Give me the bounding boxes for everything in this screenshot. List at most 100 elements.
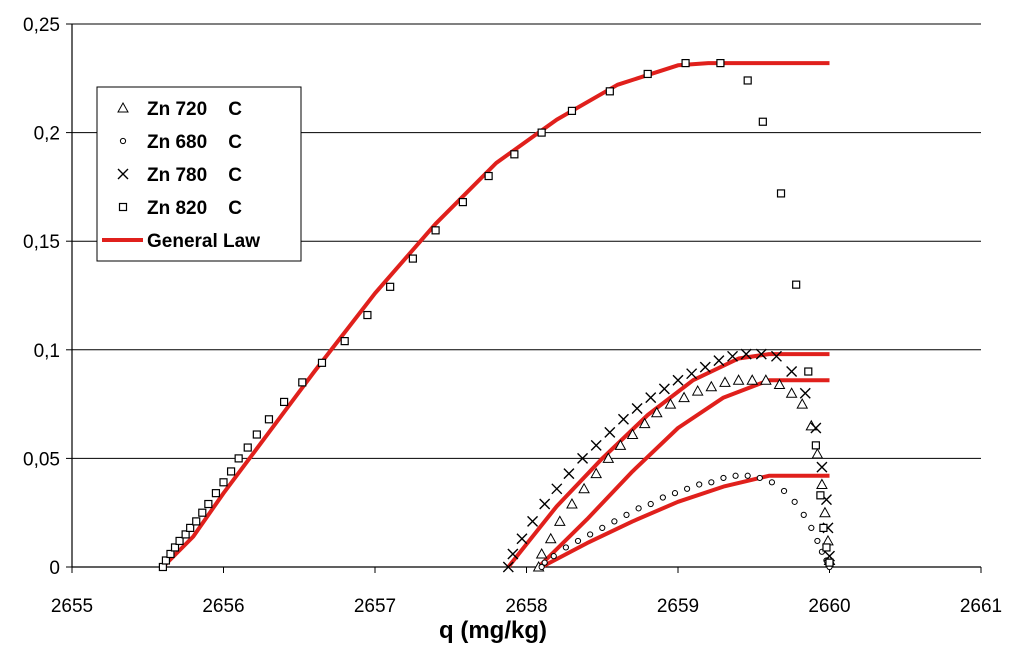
circle-data-point bbox=[791, 498, 798, 505]
square-data-point bbox=[431, 226, 440, 235]
triangle-data-point bbox=[614, 439, 627, 450]
circle-data-point bbox=[562, 544, 569, 551]
circle-data-point bbox=[720, 474, 727, 482]
x-data-point bbox=[786, 366, 798, 378]
legend-label: Zn 820 C bbox=[147, 198, 242, 219]
square-data-point bbox=[484, 171, 493, 181]
square-data-point bbox=[363, 310, 372, 320]
x-data-point bbox=[539, 498, 551, 510]
circle-data-point bbox=[808, 524, 815, 532]
y-tick-label: 0,2 bbox=[34, 124, 60, 145]
circle-data-point bbox=[574, 537, 582, 545]
square-data-point bbox=[408, 254, 417, 263]
triangle-data-point bbox=[785, 387, 798, 398]
circle-data-point bbox=[814, 537, 821, 545]
circle-data-point bbox=[756, 474, 763, 482]
x-tick-label: 2658 bbox=[505, 596, 547, 617]
x-data-point bbox=[617, 413, 629, 425]
triangle-data-point bbox=[638, 417, 651, 429]
legend-x-marker bbox=[117, 168, 129, 180]
square-data-point bbox=[166, 549, 175, 559]
x-data-point bbox=[740, 348, 752, 360]
x-data-point bbox=[770, 350, 782, 362]
legend-label: Zn 720 C bbox=[147, 99, 242, 120]
square-data-point bbox=[317, 358, 327, 367]
y-tick-label: 0,25 bbox=[23, 15, 60, 36]
circle-data-point bbox=[671, 490, 679, 497]
square-data-point bbox=[804, 367, 813, 376]
square-data-point bbox=[643, 69, 652, 79]
x-data-point bbox=[563, 468, 575, 480]
circle-data-point bbox=[800, 511, 807, 518]
triangle-data-point bbox=[578, 482, 590, 494]
square-data-point bbox=[264, 415, 274, 424]
square-data-point bbox=[234, 454, 243, 463]
x-data-point bbox=[699, 361, 711, 373]
x-tick-label: 2655 bbox=[51, 596, 93, 617]
square-data-point bbox=[186, 523, 195, 533]
x-data-point bbox=[631, 402, 643, 414]
square-data-point bbox=[226, 467, 236, 476]
legend-label: Zn 780 C bbox=[147, 165, 242, 186]
x-data-point bbox=[810, 422, 822, 434]
circle-data-point bbox=[635, 505, 642, 512]
circle-data-point bbox=[708, 479, 715, 486]
x-data-point bbox=[507, 548, 519, 560]
x-data-point bbox=[577, 452, 589, 464]
triangle-data-point bbox=[719, 376, 731, 387]
general-law-line bbox=[540, 473, 830, 569]
x-data-point bbox=[658, 383, 670, 395]
triangle-data-point bbox=[650, 406, 663, 418]
triangle-data-point bbox=[602, 452, 615, 463]
x-tick-labels: 2655 2656 2657 2658 2659 2660 2661 bbox=[51, 596, 1002, 617]
x-data-point bbox=[672, 374, 684, 386]
general-law-line bbox=[506, 352, 830, 569]
x-tick-label: 2656 bbox=[202, 596, 244, 617]
circle-data-point bbox=[623, 511, 630, 518]
triangle-data-point bbox=[626, 428, 639, 440]
triangle-data-point bbox=[544, 532, 557, 544]
circle-data-point bbox=[538, 563, 545, 571]
legend-square-marker bbox=[118, 202, 128, 212]
square-data-point bbox=[825, 558, 834, 567]
x-data-point bbox=[527, 515, 539, 527]
x-data-point bbox=[816, 461, 828, 473]
triangle-data-point bbox=[566, 497, 578, 509]
y-tick-label: 0,05 bbox=[23, 449, 60, 470]
square-data-point bbox=[458, 198, 467, 207]
square-data-point bbox=[743, 76, 752, 85]
square-data-point bbox=[340, 337, 349, 346]
square-data-point bbox=[252, 430, 261, 439]
legend-label: Zn 680 C bbox=[147, 132, 242, 153]
general-law-line bbox=[537, 378, 830, 569]
triangle-data-point bbox=[664, 398, 677, 409]
circle-data-point bbox=[780, 487, 788, 495]
general-law-line bbox=[161, 61, 830, 569]
legend: Zn 720 C Zn 680 C Zn 780 C Zn 820 C General … bbox=[96, 86, 302, 262]
circle-data-point bbox=[587, 531, 594, 538]
square-data-point bbox=[161, 556, 171, 565]
square-data-point bbox=[681, 58, 690, 68]
square-data-point bbox=[204, 499, 213, 509]
x-data-point bbox=[516, 533, 528, 545]
x-data-point bbox=[799, 387, 811, 399]
square-data-point bbox=[211, 489, 221, 498]
square-data-point bbox=[198, 508, 207, 517]
legend-label: General Law bbox=[147, 231, 260, 252]
square-data-point bbox=[819, 523, 828, 533]
triangle-data-point bbox=[678, 391, 690, 403]
triangle-data-point bbox=[590, 467, 603, 479]
triangle-data-point bbox=[819, 506, 831, 518]
square-data-point bbox=[298, 378, 307, 387]
y-tick-label: 0,15 bbox=[23, 232, 60, 253]
legend-circle-marker bbox=[119, 137, 127, 145]
x-data-point bbox=[727, 350, 739, 362]
square-data-point bbox=[776, 189, 786, 198]
triangle-data-point bbox=[535, 547, 548, 559]
square-data-point bbox=[386, 282, 395, 291]
square-data-point bbox=[170, 543, 180, 552]
square-data-point bbox=[537, 128, 546, 137]
x-tick-label: 2661 bbox=[960, 596, 1002, 617]
square-data-point bbox=[219, 478, 228, 487]
triangle-data-point bbox=[773, 378, 786, 390]
